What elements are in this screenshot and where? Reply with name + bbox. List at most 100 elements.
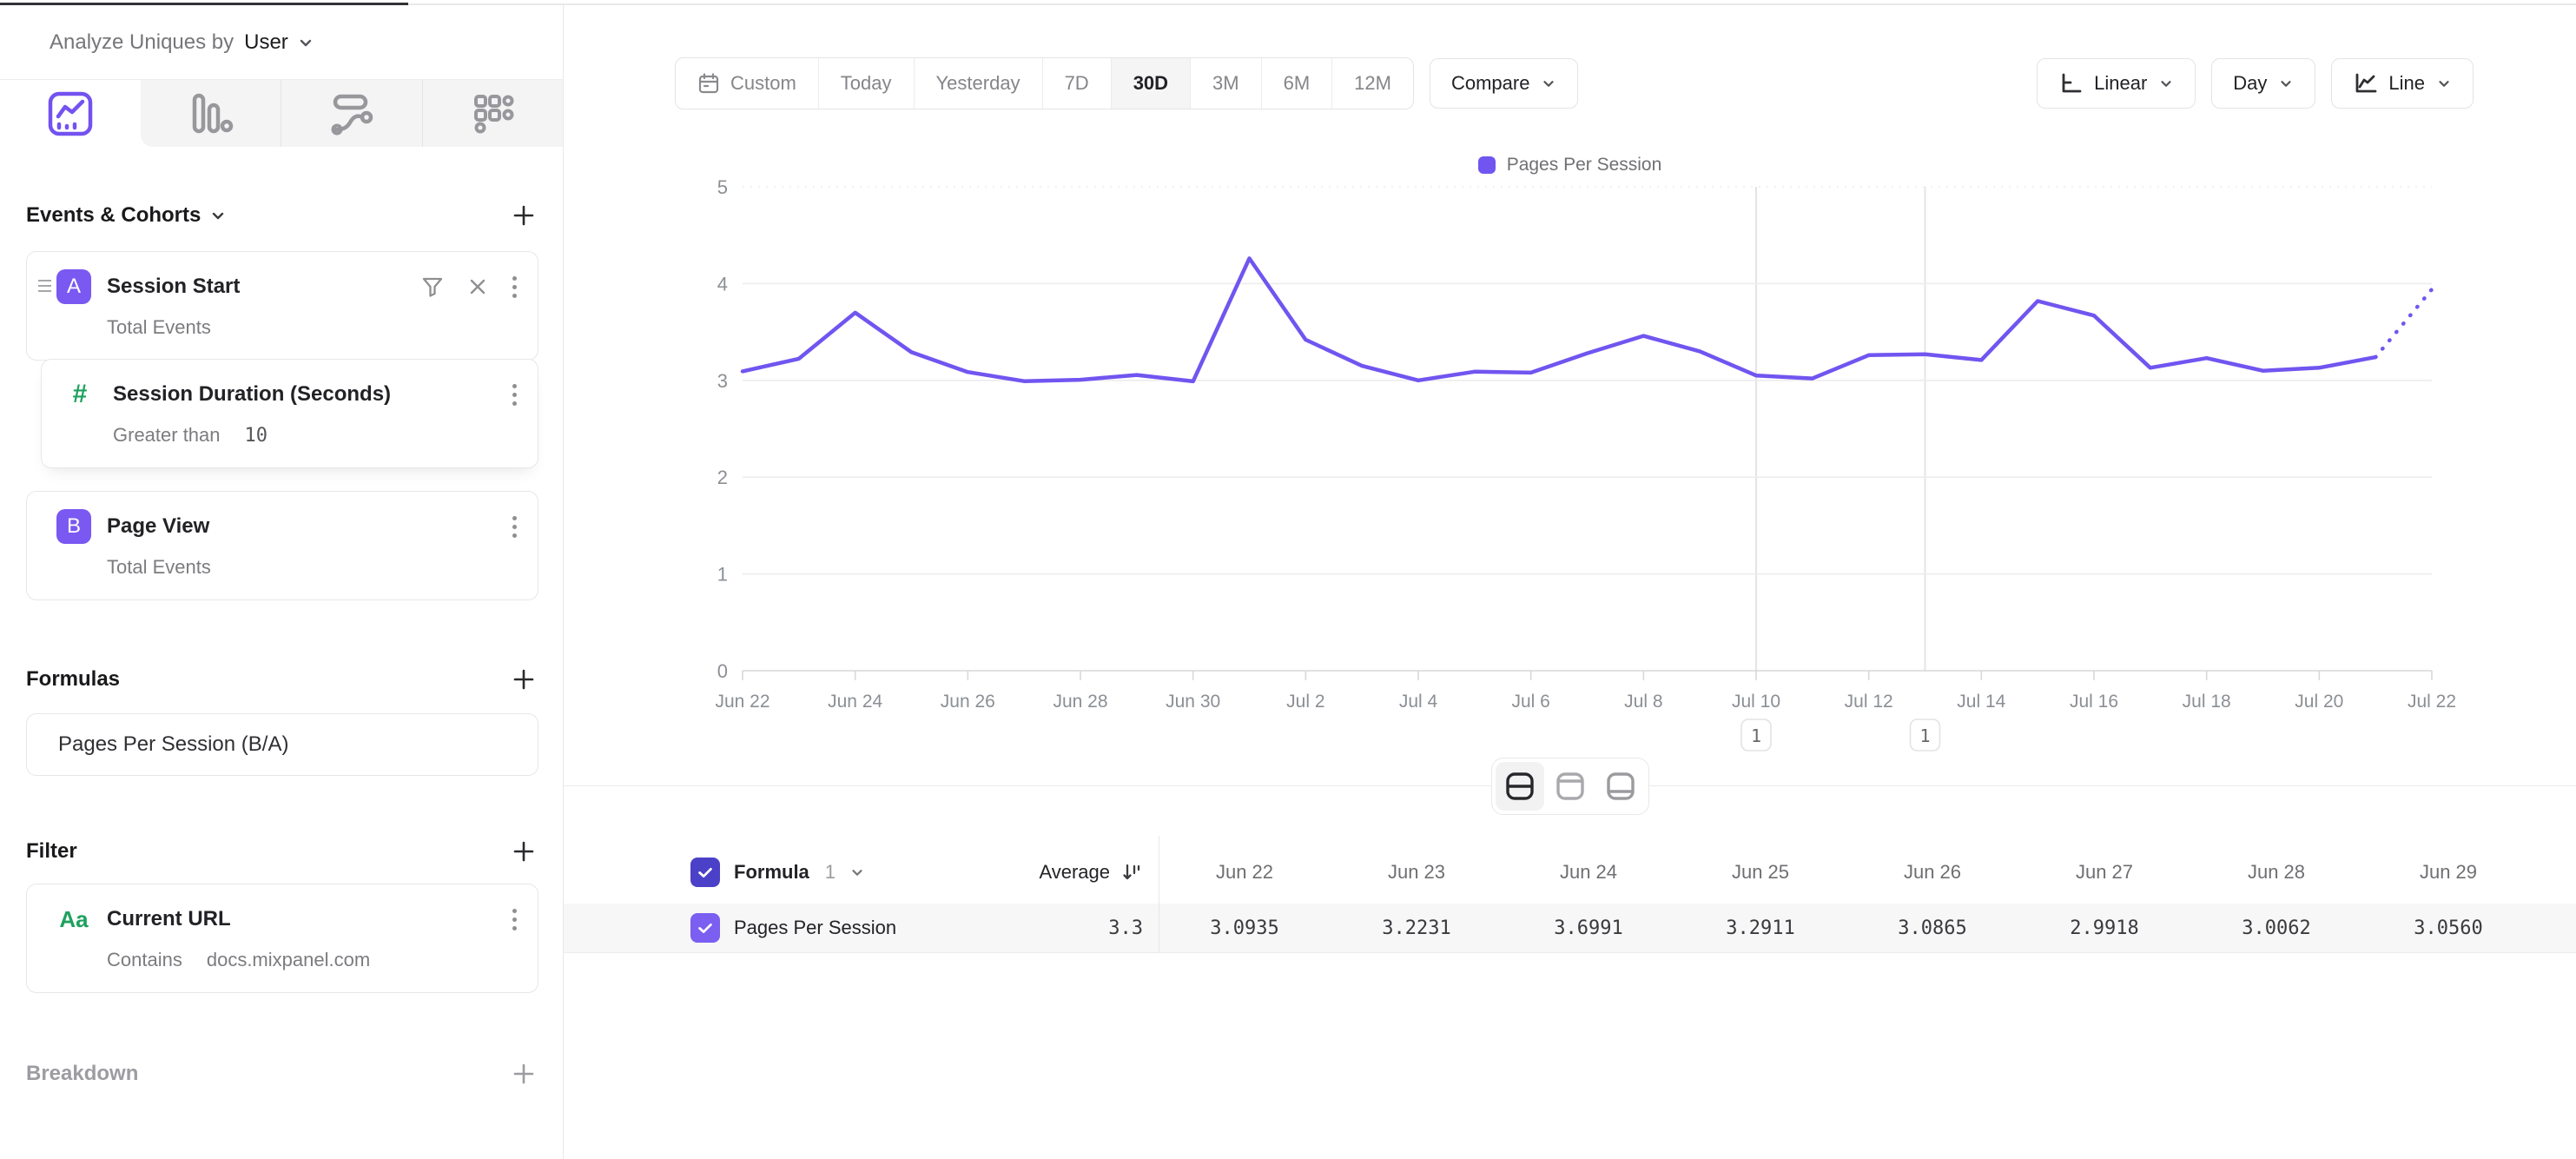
legend-series-label: Pages Per Session: [1506, 155, 1662, 175]
line-chart[interactable]: 0 1 2 3 4 5 Jun 22 Jun 24 Jun 26 Jun 28 Jun 30 Jul …: [677, 165, 2475, 773]
tab-retention-report[interactable]: [421, 80, 563, 147]
series-checkbox[interactable]: [690, 913, 720, 943]
y-axis-tick-label: 3: [717, 370, 728, 392]
calendar-icon: [697, 72, 720, 95]
table-date-header[interactable]: Jun 26: [1903, 861, 1962, 883]
remove-event-icon[interactable]: [467, 276, 488, 297]
series-line[interactable]: [740, 256, 2378, 384]
range-today[interactable]: Today: [817, 58, 914, 109]
x-axis-tick-label: Jul 10: [1732, 692, 1780, 712]
formulas-title: Formulas: [26, 667, 121, 691]
x-axis-tick-label: Jul 4: [1399, 692, 1438, 712]
range-30d[interactable]: 30D: [1110, 58, 1191, 109]
chart-legend[interactable]: Pages Per Session: [564, 155, 2576, 176]
breakdown-title: Breakdown: [26, 1062, 139, 1085]
chevron-down-icon: [297, 34, 314, 51]
report-main-area: Custom Today Yesterday 7D 30D 3M 6M 12M Compare…: [564, 5, 2576, 1159]
table-series-row[interactable]: Pages Per Session 3.3 3.0935 3.2231 3.6991…: [564, 904, 2576, 953]
table-date-header[interactable]: Jun 22: [1215, 861, 1274, 883]
event-aggregation[interactable]: Total Events: [107, 556, 211, 578]
date-range-control: Custom Today Yesterday 7D 30D 3M 6M 12M: [675, 57, 1414, 109]
event-title[interactable]: Session Start: [107, 275, 241, 298]
x-axis-tick-label: Jul 12: [1845, 692, 1893, 712]
layout-table-only-button[interactable]: [1596, 762, 1645, 811]
add-event-button[interactable]: [511, 202, 537, 228]
range-12m[interactable]: 12M: [1331, 58, 1413, 109]
interval-label: Day: [2233, 72, 2268, 94]
event-aggregation[interactable]: Total Events: [107, 316, 211, 338]
series-average-value: 3.3: [1108, 917, 1143, 939]
table-date-header[interactable]: Jun 25: [1731, 861, 1790, 883]
range-yesterday[interactable]: Yesterday: [913, 58, 1042, 109]
events-cohorts-title[interactable]: Events & Cohorts: [26, 203, 201, 227]
formula-card[interactable]: Pages Per Session (B/A): [26, 713, 538, 776]
add-formula-button[interactable]: [511, 666, 537, 692]
table-date-header[interactable]: Jun 27: [2075, 861, 2134, 883]
x-axis-tick-label: Jun 30: [1166, 692, 1220, 712]
property-card-session-duration[interactable]: # Session Duration (Seconds) Greater tha…: [41, 359, 538, 468]
table-date-header[interactable]: Jun 24: [1559, 861, 1618, 883]
filter-operator[interactable]: Contains: [107, 949, 182, 970]
event-card-page-view[interactable]: B Page View Total Events: [26, 491, 538, 600]
x-axis-tick-label: Jun 28: [1053, 692, 1107, 712]
add-filter-button[interactable]: [511, 838, 537, 864]
kebab-menu-icon[interactable]: [511, 382, 519, 407]
formula-column-number: 1: [824, 861, 836, 883]
range-custom[interactable]: Custom: [676, 58, 818, 109]
chevron-down-icon[interactable]: [209, 207, 227, 224]
analyze-uniques-bar[interactable]: Analyze Uniques by User: [0, 5, 563, 79]
sort-descending-icon[interactable]: [1120, 861, 1143, 884]
filter-property-title[interactable]: Current URL: [107, 907, 231, 931]
annotation-badge-count: 1: [1751, 725, 1761, 746]
formula-column-label[interactable]: Formula: [734, 861, 809, 883]
filter-value[interactable]: docs.mixpanel.com: [206, 949, 371, 970]
property-value[interactable]: 10: [244, 425, 268, 447]
layout-split-view-button[interactable]: [1495, 762, 1544, 811]
formula-expression[interactable]: Pages Per Session (B/A): [58, 732, 289, 756]
property-title[interactable]: Session Duration (Seconds): [113, 382, 392, 406]
filter-card-current-url[interactable]: Aa Current URL Contains docs.mixpanel.co…: [26, 884, 538, 993]
y-axis-tick-label: 1: [717, 564, 728, 586]
table-cell-value: 3.0865: [1898, 917, 1967, 939]
layout-chart-only-button[interactable]: [1546, 762, 1595, 811]
table-cell-value: 3.2231: [1382, 917, 1451, 939]
range-7d[interactable]: 7D: [1041, 58, 1111, 109]
flows-icon: [327, 89, 376, 138]
kebab-menu-icon[interactable]: [511, 275, 519, 300]
compare-button[interactable]: Compare: [1429, 58, 1579, 109]
annotation-badge[interactable]: [1909, 719, 1941, 752]
top-border-dark-segment: [0, 3, 408, 6]
query-builder-sidebar: Analyze Uniques by User: [0, 5, 564, 1159]
kebab-menu-icon[interactable]: [511, 907, 519, 932]
table-date-header[interactable]: Jun 29: [2419, 861, 2478, 883]
table-date-header[interactable]: Jun 23: [1387, 861, 1446, 883]
filter-funnel-icon[interactable]: [420, 275, 445, 299]
range-6m[interactable]: 6M: [1260, 58, 1332, 109]
interval-button[interactable]: Day: [2211, 58, 2316, 109]
kebab-menu-icon[interactable]: [511, 514, 519, 540]
table-date-header[interactable]: Jun 28: [2247, 861, 2306, 883]
table-cell-value: 3.0062: [2242, 917, 2311, 939]
average-column-label[interactable]: Average: [1039, 861, 1110, 883]
formulas-header: Formulas: [26, 666, 537, 692]
table-cell-value: 3.6991: [1554, 917, 1623, 939]
chart-type-button[interactable]: Line: [2331, 58, 2474, 109]
chevron-down-icon[interactable]: [849, 864, 865, 880]
analyze-uniques-value[interactable]: User: [244, 30, 288, 54]
event-title[interactable]: Page View: [107, 514, 210, 538]
event-card-session-start[interactable]: A Session Start Total Events: [26, 251, 538, 361]
tab-insights[interactable]: [0, 80, 141, 147]
scale-button[interactable]: Linear: [2037, 58, 2196, 109]
range-3m[interactable]: 3M: [1190, 58, 1261, 109]
add-breakdown-button[interactable]: [511, 1061, 537, 1087]
table-cell-value: 3.0560: [2414, 917, 2483, 939]
tab-flows-report[interactable]: [281, 80, 422, 147]
drag-handle-icon[interactable]: [38, 280, 51, 292]
tab-bar-report[interactable]: [140, 80, 281, 147]
property-operator[interactable]: Greater than: [113, 424, 221, 446]
filter-title: Filter: [26, 839, 77, 863]
x-axis-tick-label: Jul 18: [2183, 692, 2231, 712]
select-all-checkbox[interactable]: [690, 858, 720, 887]
annotation-badge[interactable]: [1740, 719, 1772, 752]
